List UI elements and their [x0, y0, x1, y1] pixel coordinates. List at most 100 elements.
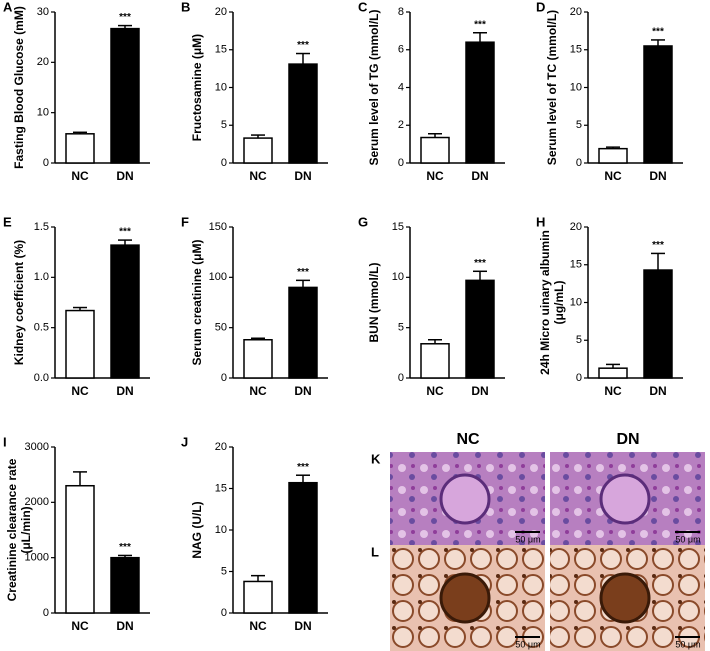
bar [110, 244, 140, 379]
y-tick-label: 0.5 [34, 322, 49, 334]
y-tick-label: 0.0 [34, 372, 49, 384]
column-label: DN [616, 431, 639, 448]
y-tick-label: 8 [398, 6, 404, 18]
bar [288, 63, 318, 164]
x-tick-label: DN [471, 384, 488, 398]
bar [243, 580, 273, 614]
glomerulus [599, 572, 651, 624]
y-tick-label: 20 [37, 56, 49, 68]
x-tick-label: DN [649, 169, 666, 183]
y-tick-label: 150 [209, 221, 227, 233]
bar [110, 27, 140, 164]
y-tick-label: 20 [215, 441, 227, 453]
y-axis-label: Serum level of TG (mmol/L) [367, 9, 381, 165]
y-tick-label: 15 [570, 259, 582, 271]
y-axis-label: Fructosamine (μM) [190, 34, 204, 141]
y-tick-label: 15 [215, 482, 227, 494]
significance: *** [474, 19, 486, 30]
y-tick-label: 5 [398, 322, 404, 334]
x-tick-label: DN [116, 384, 133, 398]
x-tick-label: NC [71, 619, 89, 633]
x-tick-label: NC [249, 619, 267, 633]
bar [288, 286, 318, 379]
y-tick-label: 6 [398, 44, 404, 56]
panel-letter: A [3, 0, 13, 14]
x-tick-label: NC [71, 384, 89, 398]
y-axis-label: (μL/min) [19, 506, 33, 553]
panel-letter: F [181, 214, 189, 229]
x-tick-label: NC [249, 169, 267, 183]
y-tick-label: 0 [43, 607, 49, 619]
y-tick-label: 30 [37, 6, 49, 18]
y-tick-label: 10 [215, 81, 227, 93]
y-tick-label: 5 [221, 565, 227, 577]
glomerulus [439, 473, 491, 525]
glomerulus [439, 572, 491, 624]
y-tick-label: 5 [221, 119, 227, 131]
x-tick-label: DN [294, 169, 311, 183]
y-tick-label: 20 [215, 6, 227, 18]
x-tick-label: DN [116, 619, 133, 633]
bar [65, 133, 95, 164]
panel-letter: I [3, 434, 7, 449]
y-axis-label: Serum level of TC (mmol/L) [545, 10, 559, 165]
y-tick-label: 5 [576, 334, 582, 346]
bar [598, 147, 628, 164]
x-tick-label: NC [426, 169, 444, 183]
panel-letter: G [358, 214, 368, 229]
y-tick-label: 0 [43, 157, 49, 169]
significance: *** [474, 258, 486, 269]
bar [288, 481, 318, 614]
y-tick-label: 2000 [25, 496, 49, 508]
y-tick-label: 100 [209, 271, 227, 283]
significance: *** [297, 40, 309, 51]
significance: *** [652, 240, 664, 251]
x-tick-label: DN [294, 384, 311, 398]
y-tick-label: 4 [398, 81, 404, 93]
bar [420, 136, 450, 164]
y-tick-label: 1000 [25, 552, 49, 564]
bar [243, 137, 273, 164]
glomerulus [599, 473, 651, 525]
y-tick-label: 0 [398, 372, 404, 384]
y-tick-label: 3000 [25, 441, 49, 453]
y-tick-label: 1.5 [34, 221, 49, 233]
panel-letter: B [181, 0, 190, 14]
y-tick-label: 2 [398, 119, 404, 131]
y-axis-label: 24h Micro uinary albumin [538, 230, 552, 375]
y-tick-label: 10 [215, 524, 227, 536]
y-tick-label: 0 [576, 372, 582, 384]
y-tick-label: 0 [576, 157, 582, 169]
y-tick-label: 10 [570, 81, 582, 93]
y-tick-label: 0 [221, 607, 227, 619]
y-tick-label: 0 [221, 372, 227, 384]
y-tick-label: 50 [215, 322, 227, 334]
bar [643, 45, 673, 164]
bar [465, 41, 495, 164]
x-tick-label: DN [471, 169, 488, 183]
x-tick-label: NC [71, 169, 89, 183]
significance: *** [119, 12, 131, 23]
y-axis-label: (μg/mL) [552, 280, 566, 324]
y-tick-label: 20 [570, 221, 582, 233]
y-axis-label: Fasting Blood Glucose (mM) [12, 6, 26, 169]
significance: *** [297, 462, 309, 473]
significance: *** [652, 27, 664, 38]
significance: *** [119, 227, 131, 238]
bar [65, 309, 95, 379]
panel-letter: E [3, 214, 12, 229]
x-tick-label: NC [249, 384, 267, 398]
x-tick-label: NC [426, 384, 444, 398]
y-axis-label: Creatinine clearance rate [5, 458, 19, 601]
bar [65, 484, 95, 614]
panel-letter: J [181, 434, 188, 449]
y-tick-label: 15 [392, 221, 404, 233]
bar [110, 556, 140, 614]
panel-letter: K [371, 451, 381, 466]
y-tick-label: 15 [570, 44, 582, 56]
bar [243, 338, 273, 379]
scale-label: 50 μm [675, 534, 700, 544]
y-axis-label: Kidney coefficient (%) [12, 240, 26, 365]
y-tick-label: 20 [570, 6, 582, 18]
